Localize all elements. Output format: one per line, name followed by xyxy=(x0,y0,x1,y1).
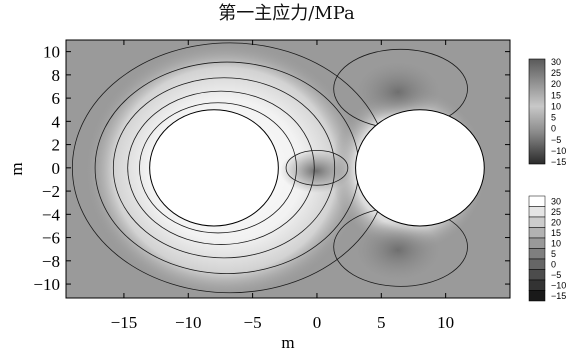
colorbar-contour xyxy=(528,195,546,302)
x-tick-label: 0 xyxy=(313,313,322,332)
contour-line xyxy=(285,150,349,186)
x-axis-label: m xyxy=(281,333,294,352)
hole-right xyxy=(355,109,485,227)
colorbar-contour-label: 15 xyxy=(551,228,561,238)
colorbar-gray-label: 30 xyxy=(551,57,561,67)
x-tick-label: −10 xyxy=(175,313,202,332)
colorbar-gray-label: −15 xyxy=(551,157,566,167)
colorbar-contour-band xyxy=(528,290,546,302)
colorbar-contour-label: 5 xyxy=(551,249,556,259)
y-tick-label: 0 xyxy=(52,159,61,178)
y-tick-label: 10 xyxy=(43,43,60,62)
y-tick-label: −8 xyxy=(42,252,60,271)
colorbar-contour-label: 25 xyxy=(551,207,561,217)
plot-frame xyxy=(65,39,511,299)
y-tick-label: 4 xyxy=(52,112,61,131)
colorbar-contour-label: 0 xyxy=(551,259,556,269)
colorbar-contour-band xyxy=(528,258,546,270)
y-axis-label: m xyxy=(7,162,26,175)
colorbar-gray-label: 0 xyxy=(551,124,556,134)
colorbar-contour-label: −10 xyxy=(551,280,566,290)
x-tick-label: 5 xyxy=(377,313,386,332)
y-tick-label: 2 xyxy=(52,136,61,155)
y-tick-label: −2 xyxy=(42,182,60,201)
y-tick-label: −10 xyxy=(33,275,60,294)
chart-title: 第一主应力/MPa xyxy=(218,3,355,24)
colorbar-contour-band xyxy=(528,237,546,249)
colorbar-contour-band xyxy=(528,279,546,291)
colorbar-contour-band xyxy=(528,227,546,239)
stress-field xyxy=(66,40,510,298)
colorbar-contour-band xyxy=(528,195,546,207)
y-tick-label: 6 xyxy=(52,89,61,108)
colorbar-contour-label: 30 xyxy=(551,196,561,206)
hole-left xyxy=(149,109,279,227)
colorbar-gray-label: −10 xyxy=(551,146,566,156)
colorbar-contour-label: 10 xyxy=(551,238,561,248)
colorbar-gray-label: 5 xyxy=(551,113,556,123)
contour-line xyxy=(139,102,297,234)
colorbar-gray-label: 15 xyxy=(551,90,561,100)
contour-line xyxy=(127,90,315,245)
x-tick-label: −15 xyxy=(111,313,138,332)
colorbar-contour-band xyxy=(528,269,546,281)
colorbar-contour-band xyxy=(528,216,546,228)
colorbar-gray-label: 10 xyxy=(551,101,561,111)
colorbar-gray xyxy=(528,58,546,165)
colorbar-gray-label: −5 xyxy=(551,135,561,145)
colorbar-contour-band xyxy=(528,206,546,218)
colorbar-contour-label: 20 xyxy=(551,217,561,227)
x-tick-label: 10 xyxy=(437,313,454,332)
contour-line xyxy=(112,77,336,259)
x-tick-label: −5 xyxy=(244,313,262,332)
y-tick-label: 8 xyxy=(52,66,61,85)
colorbar-contour-label: −5 xyxy=(551,270,561,280)
colorbar-gray-label: 20 xyxy=(551,79,561,89)
colorbar-gray-label: 25 xyxy=(551,68,561,78)
colorbar-contour-label: −15 xyxy=(551,291,566,301)
y-tick-label: −6 xyxy=(42,229,60,248)
colorbar-contour-band xyxy=(528,248,546,260)
y-tick-label: −4 xyxy=(42,205,61,224)
